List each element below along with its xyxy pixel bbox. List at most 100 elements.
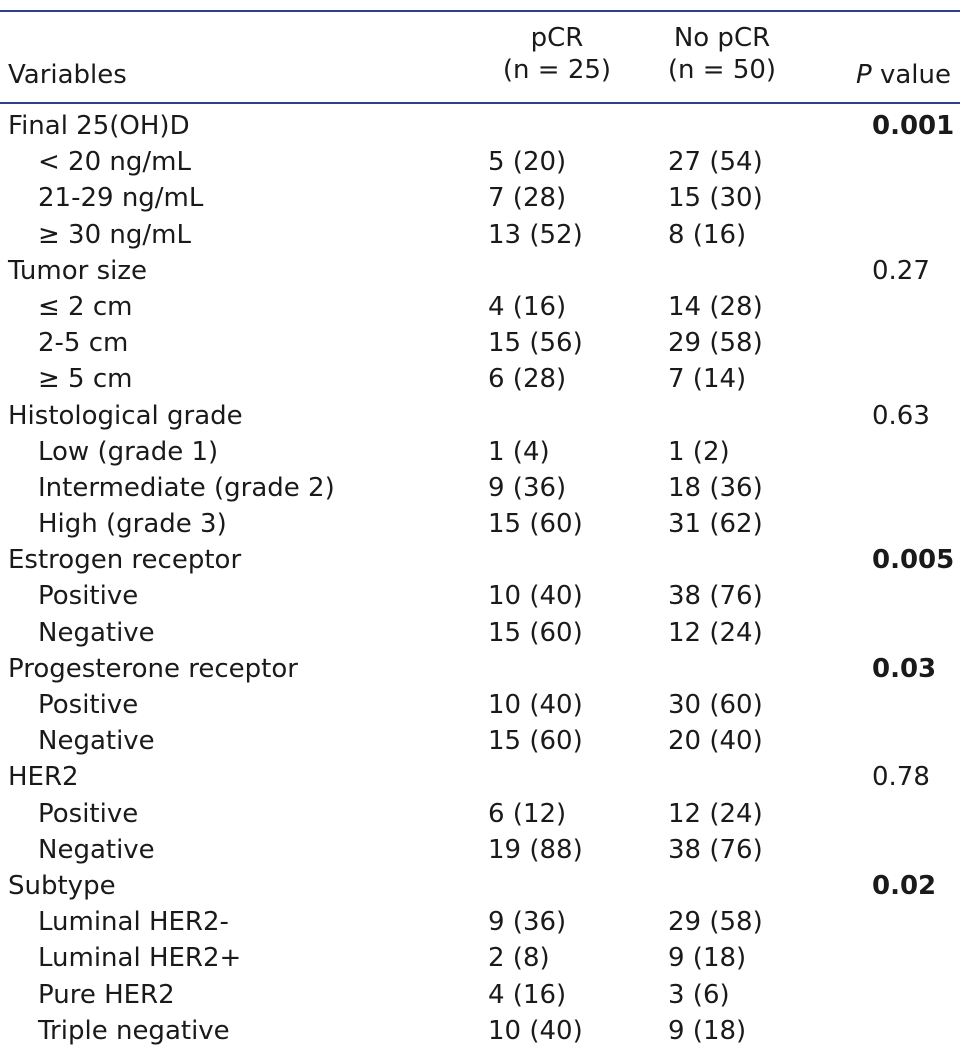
row-label: Triple negative bbox=[38, 1015, 230, 1046]
row-label: Luminal HER2+ bbox=[38, 943, 242, 974]
cell-pcr: 4 (16) bbox=[488, 291, 567, 322]
cell-p-value: 0.27 bbox=[872, 255, 930, 286]
row-label: Luminal HER2- bbox=[38, 907, 229, 938]
row-label: Progesterone receptor bbox=[8, 653, 298, 684]
row-label: Subtype bbox=[8, 870, 116, 901]
row-label: Negative bbox=[38, 726, 155, 757]
row-label: Tumor size bbox=[8, 255, 148, 286]
cell-no-pcr: 29 (58) bbox=[668, 907, 763, 938]
table-row: ≤ 2 cm 4 (16) 14 (28) bbox=[0, 289, 960, 325]
table-row: Luminal HER2+ 2 (8) 9 (18) bbox=[0, 940, 960, 976]
cell-no-pcr: 20 (40) bbox=[668, 726, 763, 757]
cell-pcr: 6 (28) bbox=[488, 364, 567, 395]
row-label: Positive bbox=[38, 690, 139, 720]
cell-no-pcr: 29 (58) bbox=[668, 328, 763, 359]
header-p-italic: P bbox=[856, 60, 872, 90]
cell-pcr: 10 (40) bbox=[488, 690, 583, 720]
row-label: HER2 bbox=[8, 762, 79, 793]
row-label: Positive bbox=[38, 581, 139, 612]
cell-no-pcr: 30 (60) bbox=[668, 690, 763, 720]
cell-pcr: 6 (12) bbox=[488, 798, 567, 829]
row-label: Intermediate (grade 2) bbox=[38, 472, 335, 503]
table-row: Luminal HER2- 9 (36) 29 (58) bbox=[0, 904, 960, 940]
table-row-category: HER2 0.78 bbox=[0, 759, 960, 795]
header-no-pcr: No pCR (n = 50) bbox=[652, 22, 792, 86]
cell-no-pcr: 8 (16) bbox=[668, 219, 747, 250]
table-row: Low (grade 1) 1 (4) 1 (2) bbox=[0, 434, 960, 470]
cell-no-pcr: 12 (24) bbox=[668, 617, 763, 648]
cell-p-value: 0.78 bbox=[872, 762, 930, 793]
row-label: Negative bbox=[38, 617, 155, 648]
cell-no-pcr: 38 (76) bbox=[668, 834, 763, 865]
table-row-category: Subtype 0.02 bbox=[0, 868, 960, 904]
row-label: 2-5 cm bbox=[38, 328, 129, 359]
cell-pcr: 15 (60) bbox=[488, 509, 583, 540]
table-row: Positive 10 (40) 38 (76) bbox=[0, 578, 960, 614]
header-pcr: pCR (n = 25) bbox=[487, 22, 627, 86]
cell-p-value: 0.02 bbox=[872, 870, 937, 901]
cell-no-pcr: 9 (18) bbox=[668, 1015, 747, 1046]
cell-pcr: 2 (8) bbox=[488, 943, 550, 974]
cell-pcr: 15 (60) bbox=[488, 726, 583, 757]
cell-pcr: 7 (28) bbox=[488, 183, 567, 214]
cell-pcr: 10 (40) bbox=[488, 581, 583, 612]
cell-no-pcr: 18 (36) bbox=[668, 472, 763, 503]
cell-pcr: 13 (52) bbox=[488, 219, 583, 250]
cell-pcr: 15 (56) bbox=[488, 328, 583, 359]
table-row: 21-29 ng/mL 7 (28) 15 (30) bbox=[0, 180, 960, 216]
table-row: Intermediate (grade 2) 9 (36) 18 (36) bbox=[0, 470, 960, 506]
cell-pcr: 5 (20) bbox=[488, 147, 567, 178]
row-label: Final 25(OH)D bbox=[8, 111, 190, 141]
table-row: Negative 19 (88) 38 (76) bbox=[0, 832, 960, 868]
cell-p-value: 0.005 bbox=[872, 545, 955, 576]
table-row: Triple negative 10 (40) 9 (18) bbox=[0, 1013, 960, 1049]
table-top-rule bbox=[0, 10, 960, 12]
table-row: Pure HER2 4 (16) 3 (6) bbox=[0, 977, 960, 1013]
cell-p-value: 0.001 bbox=[872, 111, 955, 141]
table-row: Positive 10 (40) 30 (60) bbox=[0, 687, 960, 723]
row-label: < 20 ng/mL bbox=[38, 147, 191, 178]
header-p-value: P value bbox=[856, 59, 951, 91]
row-label: Pure HER2 bbox=[38, 979, 175, 1010]
cell-no-pcr: 14 (28) bbox=[668, 291, 763, 322]
table-row: High (grade 3) 15 (60) 31 (62) bbox=[0, 506, 960, 542]
cell-no-pcr: 38 (76) bbox=[668, 581, 763, 612]
cell-pcr: 19 (88) bbox=[488, 834, 583, 865]
cell-pcr: 9 (36) bbox=[488, 907, 567, 938]
table-header-rule bbox=[0, 102, 960, 104]
header-variables: Variables bbox=[8, 60, 127, 90]
cell-no-pcr: 1 (2) bbox=[668, 436, 730, 467]
table-row: < 20 ng/mL 5 (20) 27 (54) bbox=[0, 144, 960, 180]
row-label: ≥ 30 ng/mL bbox=[38, 219, 191, 250]
table-row-category: Progesterone receptor 0.03 bbox=[0, 651, 960, 687]
table-row: ≥ 5 cm 6 (28) 7 (14) bbox=[0, 361, 960, 397]
cell-p-value: 0.03 bbox=[872, 653, 937, 684]
table-row: 2-5 cm 15 (56) 29 (58) bbox=[0, 325, 960, 361]
table-row: Negative 15 (60) 12 (24) bbox=[0, 615, 960, 651]
header-no-pcr-n: (n = 50) bbox=[667, 55, 777, 85]
table-row-category: Final 25(OH)D 0.001 bbox=[0, 108, 960, 144]
cell-no-pcr: 27 (54) bbox=[668, 147, 763, 178]
row-label: Estrogen receptor bbox=[8, 545, 242, 576]
row-label: ≤ 2 cm bbox=[38, 291, 133, 322]
row-label: ≥ 5 cm bbox=[38, 364, 133, 395]
row-label: Negative bbox=[38, 834, 155, 865]
row-label: High (grade 3) bbox=[38, 509, 227, 540]
table-body: Final 25(OH)D 0.001 < 20 ng/mL 5 (20) 27 (54… bbox=[0, 108, 960, 1049]
header-pcr-title: pCR bbox=[530, 23, 584, 53]
table-row-category: Tumor size 0.27 bbox=[0, 253, 960, 289]
table-row: Positive 6 (12) 12 (24) bbox=[0, 796, 960, 832]
cell-no-pcr: 15 (30) bbox=[668, 183, 763, 214]
cell-no-pcr: 31 (62) bbox=[668, 509, 763, 540]
cell-no-pcr: 9 (18) bbox=[668, 943, 747, 974]
table-row: Negative 15 (60) 20 (40) bbox=[0, 723, 960, 759]
cell-no-pcr: 3 (6) bbox=[668, 979, 730, 1010]
header-p-suffix: value bbox=[871, 60, 951, 90]
table-row: ≥ 30 ng/mL 13 (52) 8 (16) bbox=[0, 217, 960, 253]
header-no-pcr-title: No pCR bbox=[673, 23, 771, 53]
row-label: Positive bbox=[38, 798, 139, 829]
cell-p-value: 0.63 bbox=[872, 400, 930, 431]
cell-no-pcr: 7 (14) bbox=[668, 364, 747, 395]
row-label: 21-29 ng/mL bbox=[38, 183, 204, 214]
cell-pcr: 10 (40) bbox=[488, 1015, 583, 1046]
